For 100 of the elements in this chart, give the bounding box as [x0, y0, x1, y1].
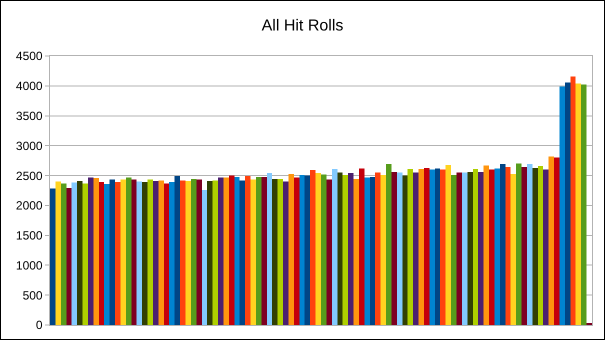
bar: [364, 177, 370, 325]
bar: [299, 174, 305, 325]
bar: [218, 177, 224, 325]
bar: [152, 180, 158, 325]
y-tick-label: 4000: [16, 79, 43, 94]
bar: [451, 174, 456, 325]
bar: [266, 173, 272, 325]
bar: [321, 174, 326, 325]
bar: [186, 180, 191, 325]
bar: [342, 174, 348, 325]
bar: [288, 174, 294, 325]
bar: [310, 170, 316, 325]
bar: [526, 164, 532, 325]
bar: [169, 182, 175, 325]
bar: [332, 168, 338, 325]
bar: [50, 188, 56, 325]
bar: [564, 82, 570, 325]
bar: [55, 182, 61, 325]
bar: [380, 174, 386, 325]
bar: [581, 84, 587, 325]
bar: [212, 180, 218, 325]
bar: [516, 164, 522, 325]
chart-title: All Hit Rolls: [262, 17, 344, 34]
bar: [354, 179, 359, 325]
bar: [245, 176, 251, 325]
bar: [467, 172, 473, 325]
bar: [142, 182, 148, 325]
bar: [386, 164, 392, 325]
bar: [396, 172, 402, 325]
bar: [72, 182, 78, 325]
bar: [180, 180, 186, 325]
bar: [543, 170, 549, 325]
bar: [190, 179, 196, 325]
bar: [559, 86, 565, 325]
bar: [424, 168, 430, 325]
bar: [570, 76, 576, 325]
bar: [375, 172, 381, 325]
bar: [256, 176, 262, 325]
bar: [554, 158, 560, 325]
y-tick-label: 2500: [16, 168, 43, 183]
bar: [207, 180, 213, 325]
bar: [370, 176, 376, 325]
bar: [440, 170, 446, 325]
bar: [391, 172, 397, 325]
bar: [348, 173, 354, 325]
bar: [462, 172, 468, 325]
bar: [158, 180, 164, 325]
bar: [148, 180, 153, 325]
bar: [408, 168, 414, 325]
bar: [272, 179, 278, 325]
bar: [294, 177, 300, 325]
bar: [120, 180, 126, 325]
bar: [304, 176, 310, 325]
bar: [413, 172, 419, 325]
bar: [126, 177, 132, 325]
bar: [98, 182, 104, 325]
bar: [240, 180, 246, 325]
y-tick-label: 3500: [16, 108, 43, 123]
bar: [538, 166, 544, 325]
bar: [115, 182, 120, 325]
bar: [283, 182, 288, 325]
bar: [456, 172, 462, 325]
bar: [326, 180, 332, 325]
bar: [494, 168, 500, 325]
bar: [489, 170, 494, 325]
bar: [472, 168, 478, 325]
y-tick-label: 3000: [16, 138, 43, 153]
bar: [174, 176, 180, 325]
bar: [402, 176, 408, 325]
bar: [532, 168, 538, 325]
bar: [418, 168, 424, 325]
bar: [337, 172, 343, 325]
bar: [196, 180, 202, 325]
bar: [358, 168, 364, 325]
bar: [261, 176, 267, 325]
bar: [60, 183, 66, 325]
bar: [316, 173, 321, 325]
bar: [228, 176, 234, 325]
bar: [234, 176, 240, 325]
bar: [131, 180, 137, 325]
y-tick-label: 500: [22, 288, 43, 302]
bar: [93, 178, 99, 325]
bar: [522, 167, 527, 325]
bar: [548, 156, 554, 325]
bar: [77, 180, 83, 325]
y-tick-label: 1500: [16, 228, 43, 243]
y-tick-label: 2000: [16, 198, 43, 213]
y-tick-label: 4500: [16, 49, 43, 64]
bar: [136, 182, 142, 325]
bar: [110, 180, 116, 325]
bar: [164, 183, 170, 325]
bar: [429, 170, 435, 325]
bar: [202, 190, 208, 325]
bar: [446, 164, 452, 325]
y-tick-label: 1000: [16, 258, 43, 272]
bar: [88, 177, 94, 325]
bar: [250, 180, 256, 325]
bar: [505, 167, 511, 325]
bar: [576, 84, 582, 325]
bar: [500, 164, 506, 325]
